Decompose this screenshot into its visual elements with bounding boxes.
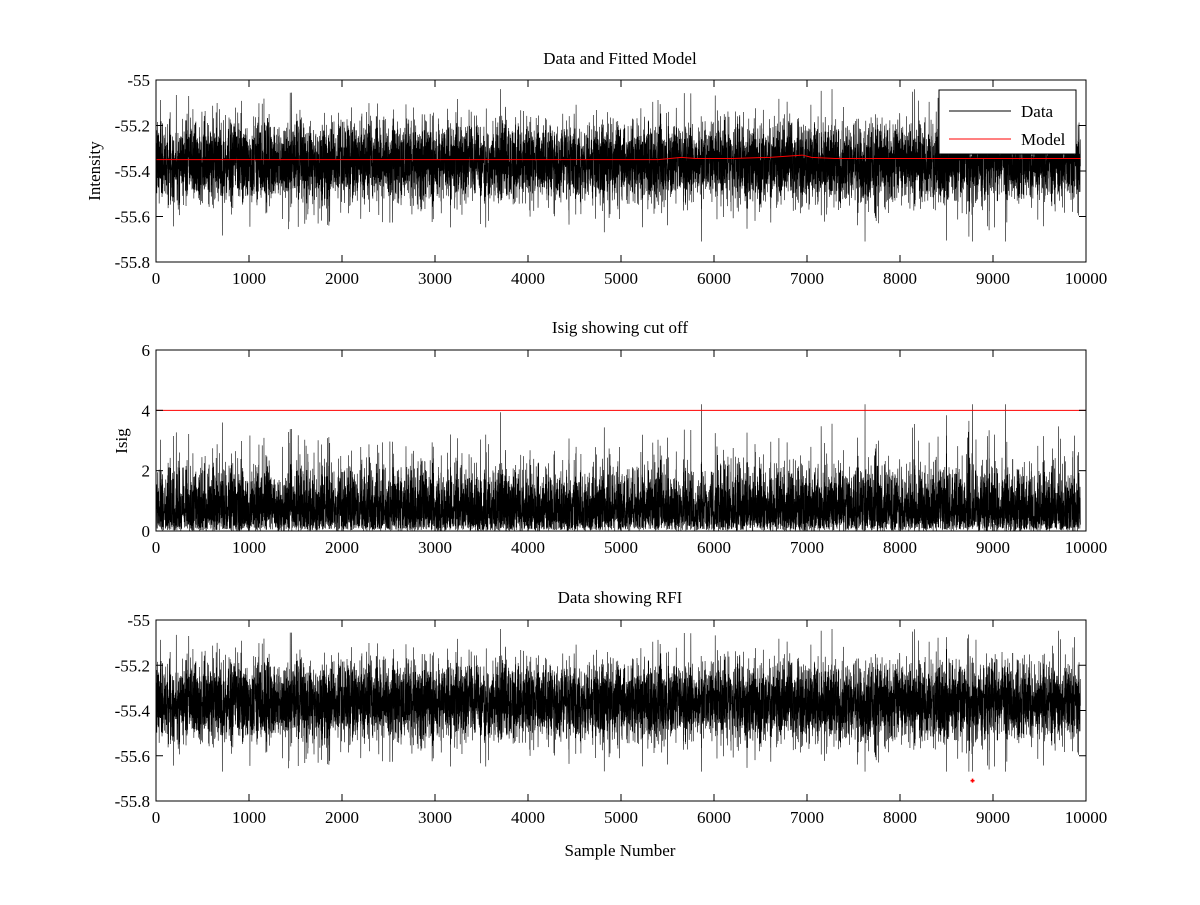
series-line-isig [155, 404, 1081, 532]
x-tick-label: 9000 [976, 269, 1010, 288]
y-tick-label: -55.4 [115, 162, 151, 181]
y-tick-label: -55.2 [115, 117, 150, 136]
x-tick-label: 10000 [1065, 538, 1108, 557]
panel-title: Data and Fitted Model [543, 49, 697, 68]
x-axis-label: Sample Number [565, 841, 676, 860]
x-tick-label: 8000 [883, 538, 917, 557]
x-tick-label: 6000 [697, 269, 731, 288]
x-tick-label: 8000 [883, 808, 917, 827]
legend-label-data: Data [1021, 102, 1054, 121]
x-tick-label: 7000 [790, 808, 824, 827]
x-tick-label: 10000 [1065, 808, 1108, 827]
y-tick-label: -55.2 [115, 656, 150, 675]
y-tick-label: -55 [127, 611, 150, 630]
x-tick-label: 0 [152, 538, 161, 557]
legend-box [938, 89, 1077, 155]
panel-data-showing-rfi: Data showing RFI Sample Number 0 1000 2000… [115, 588, 1108, 860]
x-tick-label: 7000 [790, 269, 824, 288]
panel-data-and-fitted-model: Data and Fitted Model Intensity 0 1000 200… [85, 49, 1107, 288]
rfi-marker [970, 778, 975, 783]
x-tick-label: 2000 [325, 269, 359, 288]
x-tick-label: 6000 [697, 538, 731, 557]
panel-title: Data showing RFI [558, 588, 683, 607]
x-tick-label: 9000 [976, 538, 1010, 557]
y-tick-label: 6 [142, 341, 151, 360]
y-tick-label: -55.8 [115, 792, 150, 811]
x-tick-label: 2000 [325, 808, 359, 827]
y-tick-label: 2 [142, 462, 151, 481]
x-tick-label: 3000 [418, 538, 452, 557]
x-tick-label: 8000 [883, 269, 917, 288]
x-tick-label: 3000 [418, 808, 452, 827]
y-axis-label: Intensity [85, 141, 104, 201]
y-tick-label: -55 [127, 71, 150, 90]
x-tick-label: 0 [152, 269, 161, 288]
x-tick-label: 1000 [232, 269, 266, 288]
x-tick-label: 1000 [232, 538, 266, 557]
x-tick-label: 5000 [604, 808, 638, 827]
y-tick-label: -55.4 [115, 702, 151, 721]
x-tick-label: 4000 [511, 269, 545, 288]
y-axis-label: Isig [112, 428, 131, 454]
series-line-data [155, 89, 1081, 242]
y-tick-label: -55.8 [115, 253, 150, 272]
x-tick-label: 0 [152, 808, 161, 827]
x-tick-label: 4000 [511, 538, 545, 557]
x-tick-label: 2000 [325, 538, 359, 557]
x-tick-label: 6000 [697, 808, 731, 827]
panel-isig-showing-cut-off: Isig showing cut off Isig 0 1000 2000 3000 4… [112, 318, 1107, 557]
y-tick-label: 4 [142, 401, 151, 420]
x-tick-label: 3000 [418, 269, 452, 288]
y-tick-label: -55.6 [115, 747, 150, 766]
x-tick-label: 5000 [604, 538, 638, 557]
series-line-data [155, 629, 1081, 772]
x-tick-label: 5000 [604, 269, 638, 288]
y-tick-label: -55.6 [115, 208, 150, 227]
legend-label-model: Model [1021, 130, 1066, 149]
x-tick-label: 7000 [790, 538, 824, 557]
x-tick-label: 4000 [511, 808, 545, 827]
x-tick-label: 1000 [232, 808, 266, 827]
series-line-model [156, 154, 1081, 161]
y-tick-label: 0 [142, 522, 151, 541]
x-tick-label: 10000 [1065, 269, 1108, 288]
panel-title: Isig showing cut off [552, 318, 688, 337]
x-tick-label: 9000 [976, 808, 1010, 827]
